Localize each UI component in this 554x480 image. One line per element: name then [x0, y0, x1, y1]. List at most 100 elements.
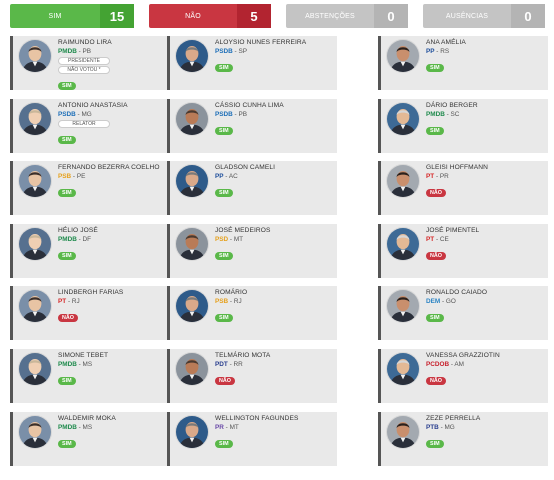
senator-card[interactable]: CÁSSIO CUNHA LIMA PSDB - PB SIM — [167, 98, 337, 153]
state-label: MS — [82, 423, 93, 431]
senator-info: CÁSSIO CUNHA LIMA PSDB - PB SIM — [215, 102, 335, 137]
senator-name: CÁSSIO CUNHA LIMA — [215, 101, 284, 109]
summary-ausencias[interactable]: AUSÊNCIAS 0 — [423, 4, 545, 28]
senator-card[interactable]: FERNANDO BEZERRA COELHO PSB - PE SIM — [10, 161, 180, 216]
role-badge: PRESIDENTE — [58, 57, 110, 65]
senator-card[interactable]: ANTONIO ANASTASIA PSDB - MG RELATOR SIM — [10, 98, 180, 153]
senator-photo-icon — [175, 164, 209, 199]
state-label: MG — [81, 110, 92, 118]
senator-card[interactable]: ROMÁRIO PSB - RJ SIM — [167, 286, 337, 341]
vote-badge: SIM — [58, 135, 76, 144]
summary-sim[interactable]: SIM 15 — [10, 4, 134, 28]
senator-party-state: PSD - MT — [215, 235, 335, 244]
vote-badge: SIM — [426, 439, 444, 448]
state-label: PE — [76, 173, 86, 181]
senator-card[interactable]: ALOYSIO NUNES FERREIRA PSDB - SP SIM — [167, 36, 337, 90]
party-label: PMDB — [426, 110, 445, 118]
senator-name: GLEISI HOFFMANN — [426, 164, 488, 172]
summary-nao[interactable]: NÃO 5 — [149, 4, 271, 28]
senator-info: JOSÉ MEDEIROS PSD - MT SIM — [215, 227, 335, 262]
summary-abstencoes[interactable]: ABSTENÇÕES 0 — [286, 4, 408, 28]
senator-card[interactable]: HÉLIO JOSÉ PMDB - DF SIM — [10, 223, 180, 278]
vote-badge: NÃO — [215, 377, 235, 385]
vote-badge: NÃO — [58, 314, 78, 323]
senator-info: JOSÉ PIMENTEL PT - CE NÃO — [426, 227, 546, 262]
senator-party-state: PMDB - SC — [426, 110, 546, 119]
party-state-separator: - — [75, 110, 82, 118]
senator-info: ZEZE PERRELLA PTB - MG SIM — [426, 415, 546, 450]
state-label: DF — [82, 235, 92, 243]
state-label: RR — [233, 361, 243, 368]
party-state-separator: - — [434, 235, 440, 243]
party-label: PT — [58, 298, 67, 306]
party-label: PSDB — [215, 110, 233, 118]
vote-badge: SIM — [215, 251, 233, 260]
senator-photo-icon — [386, 352, 420, 386]
senator-name: ANA AMÉLIA — [426, 39, 466, 46]
vote-badge: SIM — [215, 64, 233, 72]
senator-card[interactable]: ANA AMÉLIA PP - RS SIM — [378, 36, 548, 90]
senator-card[interactable]: ZEZE PERRELLA PTB - MG SIM — [378, 411, 548, 466]
vote-badge: SIM — [215, 439, 233, 448]
party-state-separator: - — [434, 48, 441, 55]
senator-photo-icon — [175, 414, 209, 449]
senator-party-state: PSB - PE — [58, 172, 178, 181]
vote-summary-bar: SIM 15 NÃO 5 ABSTENÇÕES 0 AUSÊNCIAS 0 — [10, 4, 545, 28]
senator-name: ZEZE PERRELLA — [426, 414, 481, 422]
senator-card[interactable]: WELLINGTON FAGUNDES PR - MT SIM — [167, 411, 337, 466]
senator-photo-icon — [386, 39, 420, 73]
senator-photo-icon — [386, 226, 420, 261]
party-state-separator: - — [232, 48, 239, 55]
senator-card[interactable]: RONALDO CAIADO DEM - GO SIM — [378, 286, 548, 341]
party-state-separator: - — [76, 361, 83, 368]
senator-photo-icon — [175, 39, 209, 73]
senator-photo-icon — [18, 101, 52, 136]
state-label: CE — [439, 235, 449, 243]
senator-card[interactable]: GLEISI HOFFMANN PT - PR NÃO — [378, 161, 548, 216]
party-label: PT — [426, 235, 435, 243]
senator-card[interactable]: LINDBERGH FARIAS PT - RJ NÃO — [10, 286, 180, 341]
party-label: PMDB — [58, 235, 77, 243]
senator-info: LINDBERGH FARIAS PT - RJ NÃO — [58, 289, 178, 324]
senator-photo-icon — [175, 226, 209, 261]
senator-card[interactable]: JOSÉ PIMENTEL PT - CE NÃO — [378, 223, 548, 278]
senator-name: ROMÁRIO — [215, 289, 248, 297]
senator-card[interactable]: DÁRIO BERGER PMDB - SC SIM — [378, 98, 548, 153]
senator-info: ANTONIO ANASTASIA PSDB - MG RELATOR SIM — [58, 102, 178, 146]
senator-card[interactable]: RAIMUNDO LIRA PMDB - PB PRESIDENTE NÃO VOTO… — [10, 36, 180, 90]
state-label: PR — [439, 173, 449, 181]
party-label: PSDB — [215, 48, 233, 55]
state-label: SP — [238, 48, 247, 55]
vote-badge: SIM — [58, 82, 76, 90]
state-label: MT — [229, 423, 239, 431]
party-label: PSD — [215, 235, 229, 243]
senator-info: SIMONE TEBET PMDB - MS SIM — [58, 352, 178, 387]
party-state-separator: - — [434, 173, 440, 181]
party-label: PDT — [215, 361, 228, 368]
senator-photo-icon — [386, 289, 420, 324]
role-badge: RELATOR — [58, 119, 110, 128]
senator-card[interactable]: WALDEMIR MOKA PMDB - MS SIM — [10, 411, 180, 466]
senator-party-state: PMDB - DF — [58, 235, 178, 244]
senator-card[interactable]: SIMONE TEBET PMDB - MS SIM — [10, 349, 180, 403]
senator-info: RAIMUNDO LIRA PMDB - PB PRESIDENTE NÃO VOTO… — [58, 39, 178, 92]
senator-card[interactable]: GLADSON CAMELI PP - AC SIM — [167, 161, 337, 216]
senator-info: WALDEMIR MOKA PMDB - MS SIM — [58, 415, 178, 450]
party-label: PSB — [58, 173, 72, 181]
party-state-separator: - — [71, 173, 77, 181]
vote-badge: SIM — [58, 189, 76, 198]
party-label: PTB — [426, 423, 439, 431]
vote-badge: NÃO — [426, 251, 446, 260]
summary-ausencias-label: AUSÊNCIAS — [445, 12, 489, 20]
state-label: RJ — [233, 298, 242, 306]
senator-card[interactable]: JOSÉ MEDEIROS PSD - MT SIM — [167, 223, 337, 278]
senator-party-state: PTB - MG — [426, 423, 546, 432]
vote-badge: SIM — [426, 126, 444, 135]
senator-card[interactable]: TELMÁRIO MOTA PDT - RR NÃO — [167, 349, 337, 403]
senator-name: JOSÉ MEDEIROS — [215, 226, 271, 234]
senator-party-state: PCDOB - AM — [426, 360, 546, 369]
party-state-separator: - — [438, 423, 445, 431]
senator-card[interactable]: VANESSA GRAZZIOTIN PCDOB - AM NÃO — [378, 349, 548, 403]
party-label: PT — [426, 173, 435, 181]
state-label: MT — [233, 235, 244, 243]
